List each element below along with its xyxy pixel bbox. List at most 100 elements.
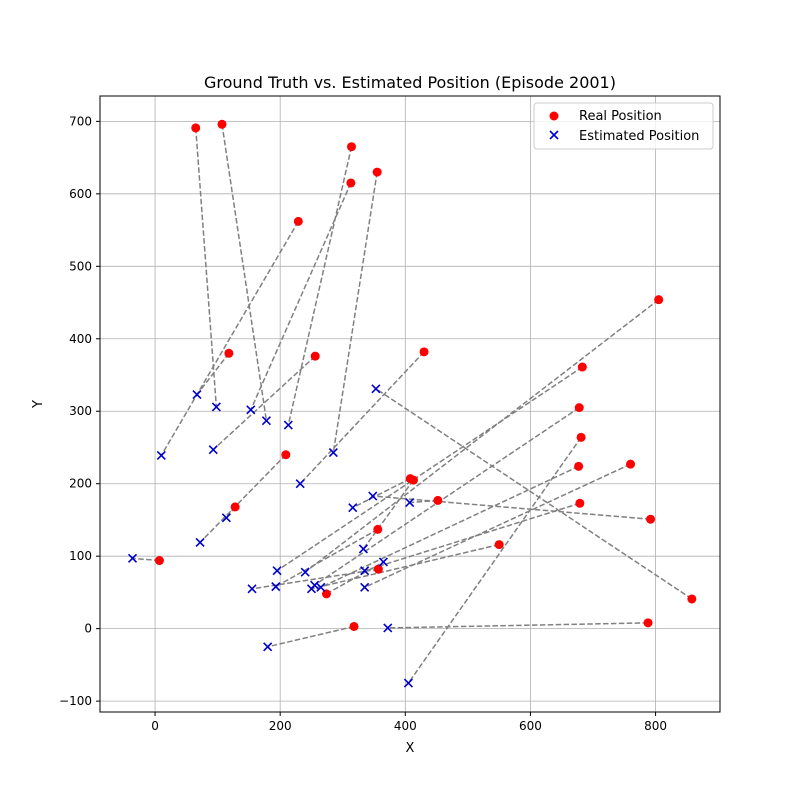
estimated-position-point: [195, 537, 205, 547]
y-tick-label: 100: [69, 549, 92, 563]
estimated-position-point: [368, 491, 378, 501]
x-tick-label: 200: [269, 719, 292, 733]
connection-line: [196, 352, 230, 396]
y-tick-label: 700: [69, 114, 92, 128]
connection-line: [326, 561, 384, 595]
connection-line: [364, 502, 581, 572]
connection-line: [194, 127, 218, 407]
plot-frame: [99, 95, 721, 713]
estimated-position-points: [127, 384, 415, 688]
estimated-position-point: [403, 678, 414, 688]
x-tick-label: 600: [519, 719, 542, 733]
x-axis-ticks: 0 200 400 600 800: [151, 712, 667, 733]
real-position-point: [346, 178, 356, 188]
estimated-position-point: [383, 623, 393, 633]
real-position-points: [154, 119, 697, 631]
connection-line: [320, 465, 579, 589]
real-position-point: [646, 514, 656, 524]
estimated-position-point: [360, 582, 370, 592]
estimated-position-point: [263, 642, 273, 652]
x-tick-label: 800: [644, 719, 667, 733]
real-position-point: [654, 295, 664, 305]
connection-line: [304, 299, 660, 573]
y-tick-label: 0: [84, 622, 92, 636]
connection-line: [199, 454, 287, 543]
legend-estimated-marker: [549, 130, 559, 140]
estimated-position-point: [371, 384, 381, 394]
real-position-point: [154, 556, 164, 566]
connection-line: [387, 622, 649, 629]
estimated-position-point: [246, 405, 256, 415]
chart-title: Ground Truth vs. Estimated Position (Epi…: [204, 73, 616, 92]
estimated-position-point: [271, 582, 281, 592]
real-position-point: [372, 167, 382, 177]
real-position-point: [293, 216, 303, 226]
estimated-position-point: [328, 447, 338, 458]
real-position-point: [575, 498, 585, 508]
connection-line: [314, 407, 580, 586]
real-position-point: [408, 475, 418, 485]
real-position-point: [281, 450, 291, 460]
connection-line: [364, 463, 631, 589]
connection-line: [409, 499, 438, 504]
y-tick-label: −100: [59, 694, 92, 708]
connection-line: [267, 625, 355, 648]
legend: Real Position Estimated Position: [533, 102, 714, 150]
real-position-point: [373, 564, 383, 574]
real-position-point: [574, 461, 584, 471]
real-position-point: [433, 495, 443, 505]
estimated-position-point: [221, 513, 231, 523]
estimated-position-point: [283, 420, 293, 430]
connection-line: [250, 182, 352, 411]
x-tick-label: 0: [151, 719, 159, 733]
connection-line: [276, 366, 583, 572]
y-tick-label: 500: [69, 259, 92, 273]
connection-line: [375, 388, 693, 600]
connection-line: [362, 479, 415, 550]
y-axis-label: Y: [31, 400, 46, 409]
estimated-position-point: [127, 553, 138, 563]
real-position-point: [373, 524, 383, 534]
estimated-position-point: [306, 584, 317, 594]
connection-line: [287, 146, 353, 426]
connection-line: [299, 351, 425, 485]
real-position-point: [347, 142, 357, 152]
connection-line: [352, 477, 411, 509]
estimated-position-point: [360, 566, 370, 576]
estimated-position-point: [247, 584, 257, 594]
x-tick-label: 400: [394, 719, 417, 733]
connection-line: [221, 124, 268, 421]
y-tick-label: 400: [69, 332, 92, 346]
connection-lines: [132, 124, 693, 684]
real-position-point: [574, 403, 584, 413]
connection-line: [372, 495, 651, 520]
real-position-point: [349, 621, 359, 631]
real-position-point: [626, 459, 636, 469]
estimated-position-point: [300, 567, 310, 577]
estimated-position-point: [316, 582, 326, 592]
estimated-position-point: [358, 544, 368, 554]
connection-line: [311, 543, 500, 590]
legend-real-marker: [549, 111, 559, 121]
real-position-point: [643, 618, 653, 628]
estimated-position-point: [295, 479, 305, 489]
y-axis-ticks: −100 0 100 200 300 400 500 600 700: [59, 114, 100, 708]
connection-line: [160, 220, 299, 456]
estimated-position-point: [378, 557, 388, 567]
estimated-position-point: [208, 445, 218, 455]
legend-real-label: Real Position: [579, 109, 662, 124]
real-position-point: [217, 119, 227, 129]
real-position-point: [577, 362, 587, 372]
y-tick-label: 300: [69, 404, 92, 418]
x-axis-label: X: [406, 741, 415, 756]
connection-line: [212, 355, 316, 451]
y-tick-label: 200: [69, 477, 92, 491]
real-position-point: [419, 347, 429, 357]
grid-lines: [100, 96, 720, 712]
estimated-position-point: [272, 566, 282, 576]
real-position-point: [576, 432, 586, 442]
connection-line: [251, 568, 379, 590]
legend-estimated-label: Estimated Position: [579, 129, 699, 144]
estimated-position-point: [192, 390, 202, 400]
